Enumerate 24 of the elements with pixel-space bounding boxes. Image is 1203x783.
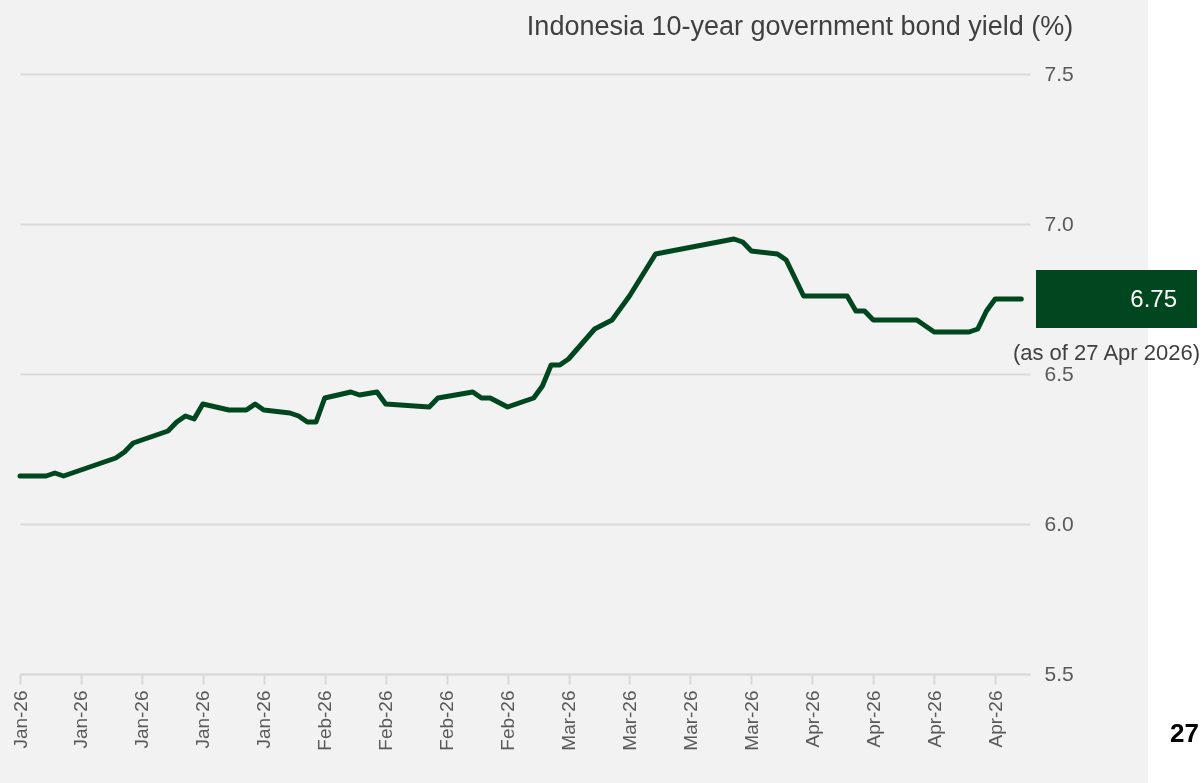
x-tick-label: Jan-26 <box>9 690 31 749</box>
x-tick-label: Jan-26 <box>192 690 214 749</box>
text: 27 <box>1170 718 1199 749</box>
x-tick-label: Mar-26 <box>618 690 640 751</box>
x-tick-label: Apr-26 <box>862 690 884 748</box>
y-tick-label: 6.0 <box>1044 511 1074 535</box>
x-tick-label: Apr-26 <box>923 690 945 748</box>
y-tick-label: 7.0 <box>1044 211 1074 235</box>
x-tick-label: Apr-26 <box>801 690 823 748</box>
x-tick-label: Feb-26 <box>314 690 336 751</box>
x-tick-label: Feb-26 <box>436 690 458 751</box>
x-tick-label: Feb-26 <box>497 690 519 751</box>
x-tick-label: Jan-26 <box>253 690 275 749</box>
chart-title: Indonesia 10-year government bond yield (%) <box>526 11 1074 41</box>
x-tick-label: Feb-26 <box>375 690 397 751</box>
x-tick-label: Mar-26 <box>740 690 762 751</box>
x-tick-label: Mar-26 <box>558 690 580 751</box>
x-tick-label: Mar-26 <box>679 690 701 751</box>
x-tick-label: Apr-26 <box>984 690 1006 748</box>
y-tick-label: 5.5 <box>1044 661 1074 685</box>
y-tick-label: 7.5 <box>1044 61 1074 85</box>
x-tick-label: Jan-26 <box>70 690 92 749</box>
x-tick-label: Jan-26 <box>131 690 153 749</box>
text: 6.75 <box>1130 285 1177 313</box>
